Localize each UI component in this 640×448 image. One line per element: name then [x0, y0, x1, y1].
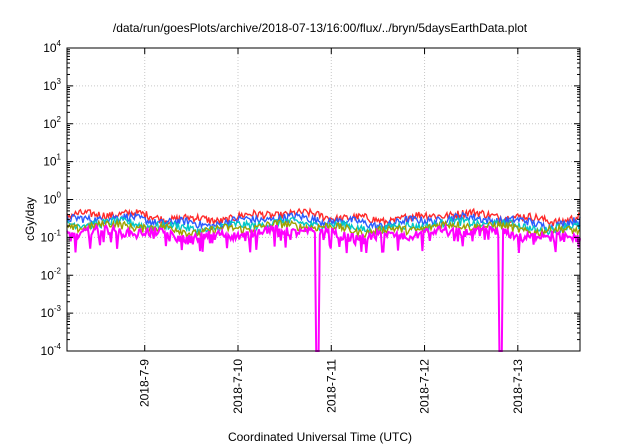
- y-tick-label: 10-2: [41, 266, 62, 282]
- y-axis-label: cGy/day: [23, 197, 37, 242]
- y-tick-label: 101: [43, 153, 61, 169]
- y-tick-label: 10-4: [41, 342, 62, 358]
- chart-title: /data/run/goesPlots/archive/2018-07-13/1…: [112, 21, 528, 35]
- x-tick-label: 2018-7-12: [418, 359, 432, 414]
- y-tick-label: 102: [43, 115, 61, 131]
- y-tick-label: 10-3: [41, 304, 62, 320]
- x-axis-label: Coordinated Universal Time (UTC): [227, 430, 413, 444]
- axis-ticks: 104 103 102 101 100 10-1 10-2 10-3 10-4 2018-7-9 2…: [41, 39, 580, 414]
- data-series: [66, 207, 581, 352]
- x-tick-label: 2018-7-10: [231, 359, 245, 414]
- grid-lines: [67, 47, 580, 352]
- series-line: [66, 218, 581, 239]
- y-tick-label: 104: [43, 39, 61, 55]
- x-tick-label: 2018-7-9: [138, 359, 152, 407]
- y-tick-label: 103: [43, 77, 61, 93]
- series-line: [66, 222, 581, 352]
- x-tick-label: 2018-7-13: [511, 359, 525, 414]
- y-tick-label: 100: [43, 191, 61, 207]
- x-tick-label: 2018-7-11: [324, 359, 338, 413]
- y-tick-label: 10-1: [41, 228, 62, 244]
